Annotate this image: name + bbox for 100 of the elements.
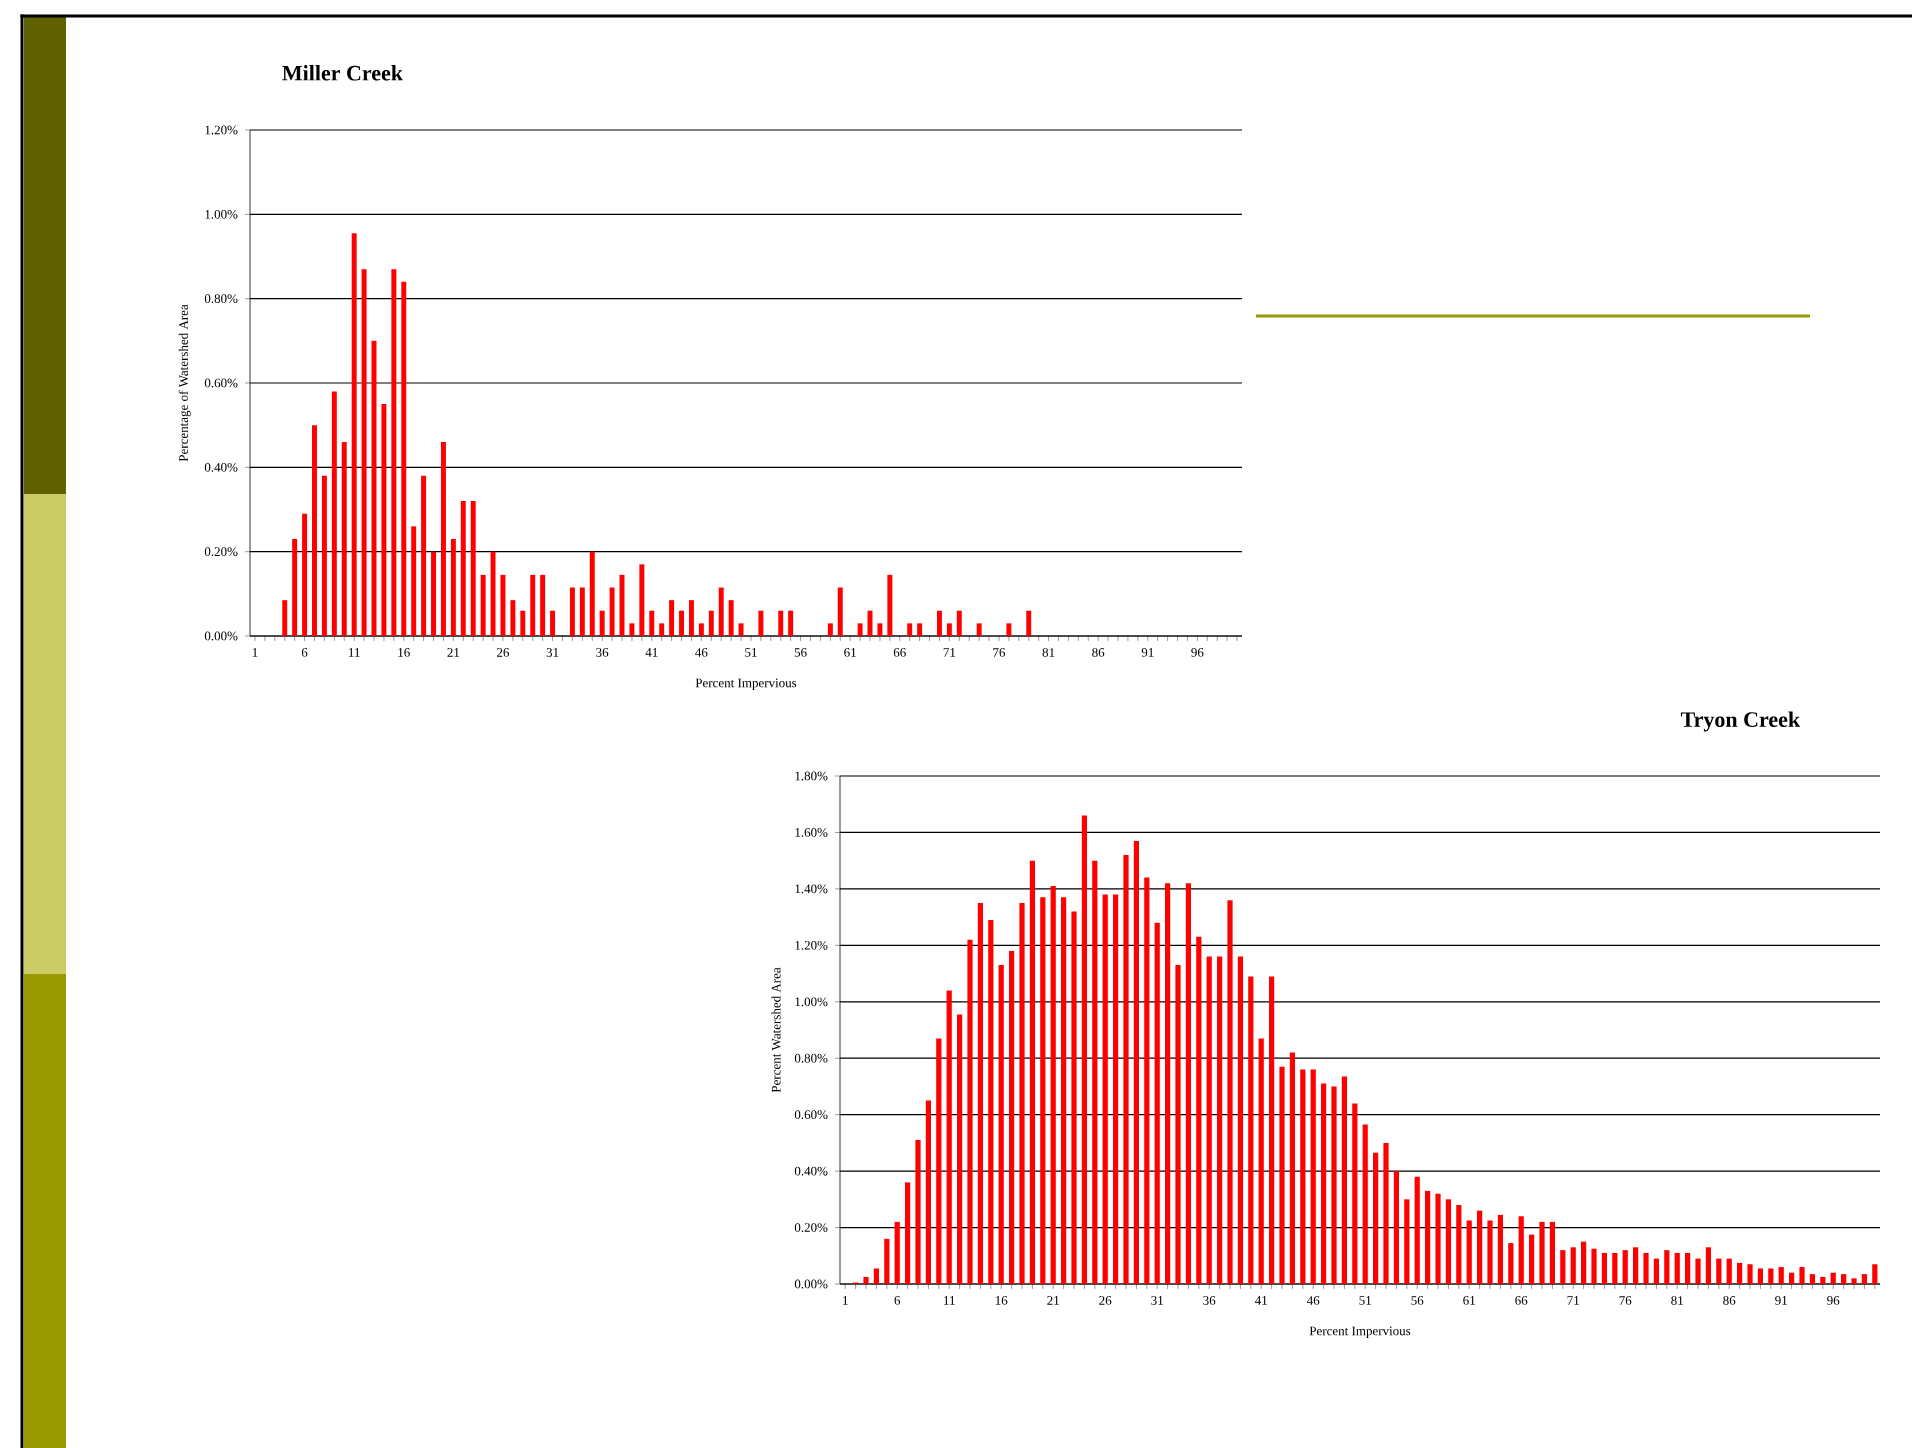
bar: [480, 574, 486, 636]
bar: [520, 610, 526, 636]
bar: [1601, 1252, 1608, 1284]
bar: [510, 600, 516, 636]
bar: [639, 564, 645, 636]
bar: [629, 623, 635, 636]
bar: [1331, 1086, 1337, 1284]
bar: [936, 1038, 942, 1284]
bar: [669, 600, 675, 636]
bar: [1300, 1069, 1306, 1284]
bar: [1820, 1276, 1826, 1284]
bar: [884, 1238, 890, 1284]
bar: [1040, 897, 1046, 1284]
bar: [460, 501, 466, 636]
bar: [1081, 815, 1088, 1284]
bar: [609, 587, 615, 636]
bar: [1705, 1247, 1712, 1284]
bar: [1217, 956, 1223, 1284]
bar: [302, 513, 308, 636]
bar: [1113, 894, 1119, 1284]
bar: [1071, 911, 1077, 1284]
bar: [341, 442, 347, 636]
bar: [1269, 976, 1275, 1284]
bar: [1685, 1252, 1691, 1284]
bar: [589, 551, 595, 636]
bar: [1092, 860, 1098, 1284]
bar: [1612, 1252, 1618, 1284]
bar: [778, 610, 784, 636]
bar: [1737, 1262, 1743, 1284]
bar: [1841, 1274, 1847, 1284]
bar: [1258, 1038, 1264, 1284]
bar: [758, 610, 764, 636]
bar: [1383, 1142, 1389, 1284]
bar: [321, 475, 327, 636]
chart-title: Tryon Creek: [1680, 711, 1801, 732]
bar: [1757, 1268, 1764, 1284]
bar: [936, 610, 942, 636]
bar: [718, 587, 724, 636]
bar: [1373, 1152, 1379, 1284]
bar: [540, 574, 546, 636]
bar: [915, 1140, 921, 1284]
bar: [1674, 1252, 1680, 1284]
bar: [863, 1276, 869, 1284]
bar: [1279, 1066, 1285, 1284]
bar: [470, 501, 476, 636]
bar: [887, 574, 893, 636]
bar: [1529, 1234, 1535, 1284]
bar: [1061, 897, 1067, 1284]
bar: [1404, 1199, 1410, 1284]
bar: [1809, 1274, 1816, 1284]
bar: [1549, 1221, 1556, 1284]
bar: [440, 442, 446, 636]
bar: [1591, 1248, 1597, 1284]
bar: [1133, 840, 1140, 1284]
bar: [1414, 1176, 1420, 1284]
bar: [490, 551, 496, 636]
bar: [738, 623, 744, 636]
bar: [1352, 1103, 1358, 1284]
bar: [1237, 956, 1244, 1284]
bar: [956, 610, 962, 636]
bar: [905, 1182, 911, 1284]
bar: [1445, 1199, 1452, 1284]
bar: [1029, 860, 1036, 1284]
bar: [976, 623, 982, 636]
bar: [1185, 883, 1192, 1284]
bar: [1026, 610, 1032, 636]
bar: [957, 1014, 963, 1284]
bar: [431, 551, 437, 636]
bar: [1643, 1252, 1649, 1284]
bar: [1289, 1052, 1296, 1284]
bar: [1425, 1190, 1431, 1284]
bar: [391, 269, 397, 636]
bar: [331, 391, 337, 636]
bar: [1851, 1278, 1857, 1284]
bar: [1123, 855, 1129, 1284]
bar: [1622, 1250, 1628, 1284]
bar: [1466, 1220, 1472, 1284]
bar: [1206, 956, 1212, 1284]
bar: [1497, 1214, 1504, 1284]
bar: [1227, 900, 1233, 1284]
bar: [1196, 936, 1202, 1284]
bar: [579, 587, 585, 636]
bar: [381, 404, 387, 636]
bar: [312, 425, 317, 636]
bar: [1570, 1247, 1576, 1284]
bar: [1726, 1258, 1732, 1284]
bar: [1006, 623, 1012, 636]
bar: [1175, 965, 1181, 1284]
bar: [857, 623, 863, 636]
bar: [599, 610, 605, 636]
bar: [1539, 1221, 1545, 1284]
bar: [1581, 1241, 1587, 1284]
bar: [1664, 1250, 1670, 1284]
bar: [1009, 950, 1015, 1284]
bar: [1019, 903, 1025, 1284]
bar: [788, 610, 794, 636]
bar: [688, 600, 694, 636]
bar: [450, 539, 456, 636]
bar: [946, 623, 952, 636]
bar: [1653, 1258, 1660, 1284]
